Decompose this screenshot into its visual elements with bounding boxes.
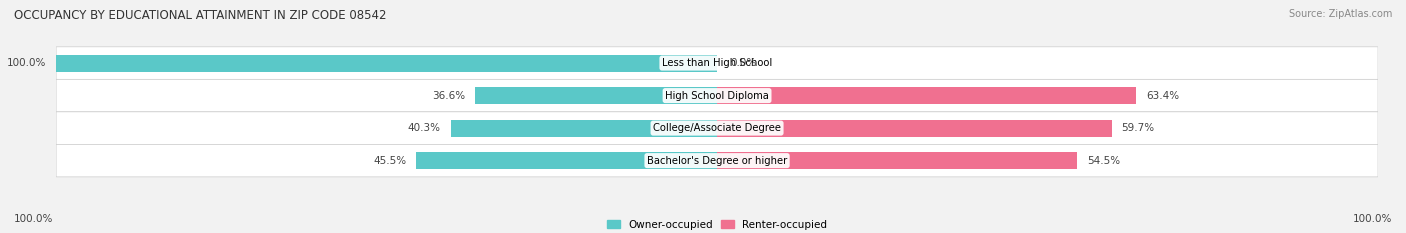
Text: High School Diploma: High School Diploma bbox=[665, 91, 769, 101]
Text: 59.7%: 59.7% bbox=[1122, 123, 1154, 133]
Text: 100.0%: 100.0% bbox=[1353, 214, 1392, 224]
Bar bbox=[451, 120, 717, 137]
Text: Source: ZipAtlas.com: Source: ZipAtlas.com bbox=[1288, 9, 1392, 19]
Bar bbox=[56, 55, 717, 72]
Bar bbox=[416, 152, 717, 169]
Text: Less than High School: Less than High School bbox=[662, 58, 772, 68]
FancyBboxPatch shape bbox=[56, 47, 1378, 79]
Text: 40.3%: 40.3% bbox=[408, 123, 441, 133]
Bar bbox=[717, 120, 1112, 137]
Bar bbox=[717, 152, 1077, 169]
Text: 45.5%: 45.5% bbox=[374, 156, 406, 166]
Text: 63.4%: 63.4% bbox=[1146, 91, 1180, 101]
FancyBboxPatch shape bbox=[56, 112, 1378, 144]
Bar bbox=[717, 87, 1136, 104]
Text: 36.6%: 36.6% bbox=[432, 91, 465, 101]
Text: OCCUPANCY BY EDUCATIONAL ATTAINMENT IN ZIP CODE 08542: OCCUPANCY BY EDUCATIONAL ATTAINMENT IN Z… bbox=[14, 9, 387, 22]
Text: 0.0%: 0.0% bbox=[730, 58, 756, 68]
Text: College/Associate Degree: College/Associate Degree bbox=[652, 123, 782, 133]
FancyBboxPatch shape bbox=[56, 144, 1378, 177]
Text: 100.0%: 100.0% bbox=[14, 214, 53, 224]
Bar bbox=[475, 87, 717, 104]
FancyBboxPatch shape bbox=[56, 79, 1378, 112]
Text: 54.5%: 54.5% bbox=[1087, 156, 1121, 166]
Text: Bachelor's Degree or higher: Bachelor's Degree or higher bbox=[647, 156, 787, 166]
Legend: Owner-occupied, Renter-occupied: Owner-occupied, Renter-occupied bbox=[607, 220, 827, 230]
Text: 100.0%: 100.0% bbox=[7, 58, 46, 68]
